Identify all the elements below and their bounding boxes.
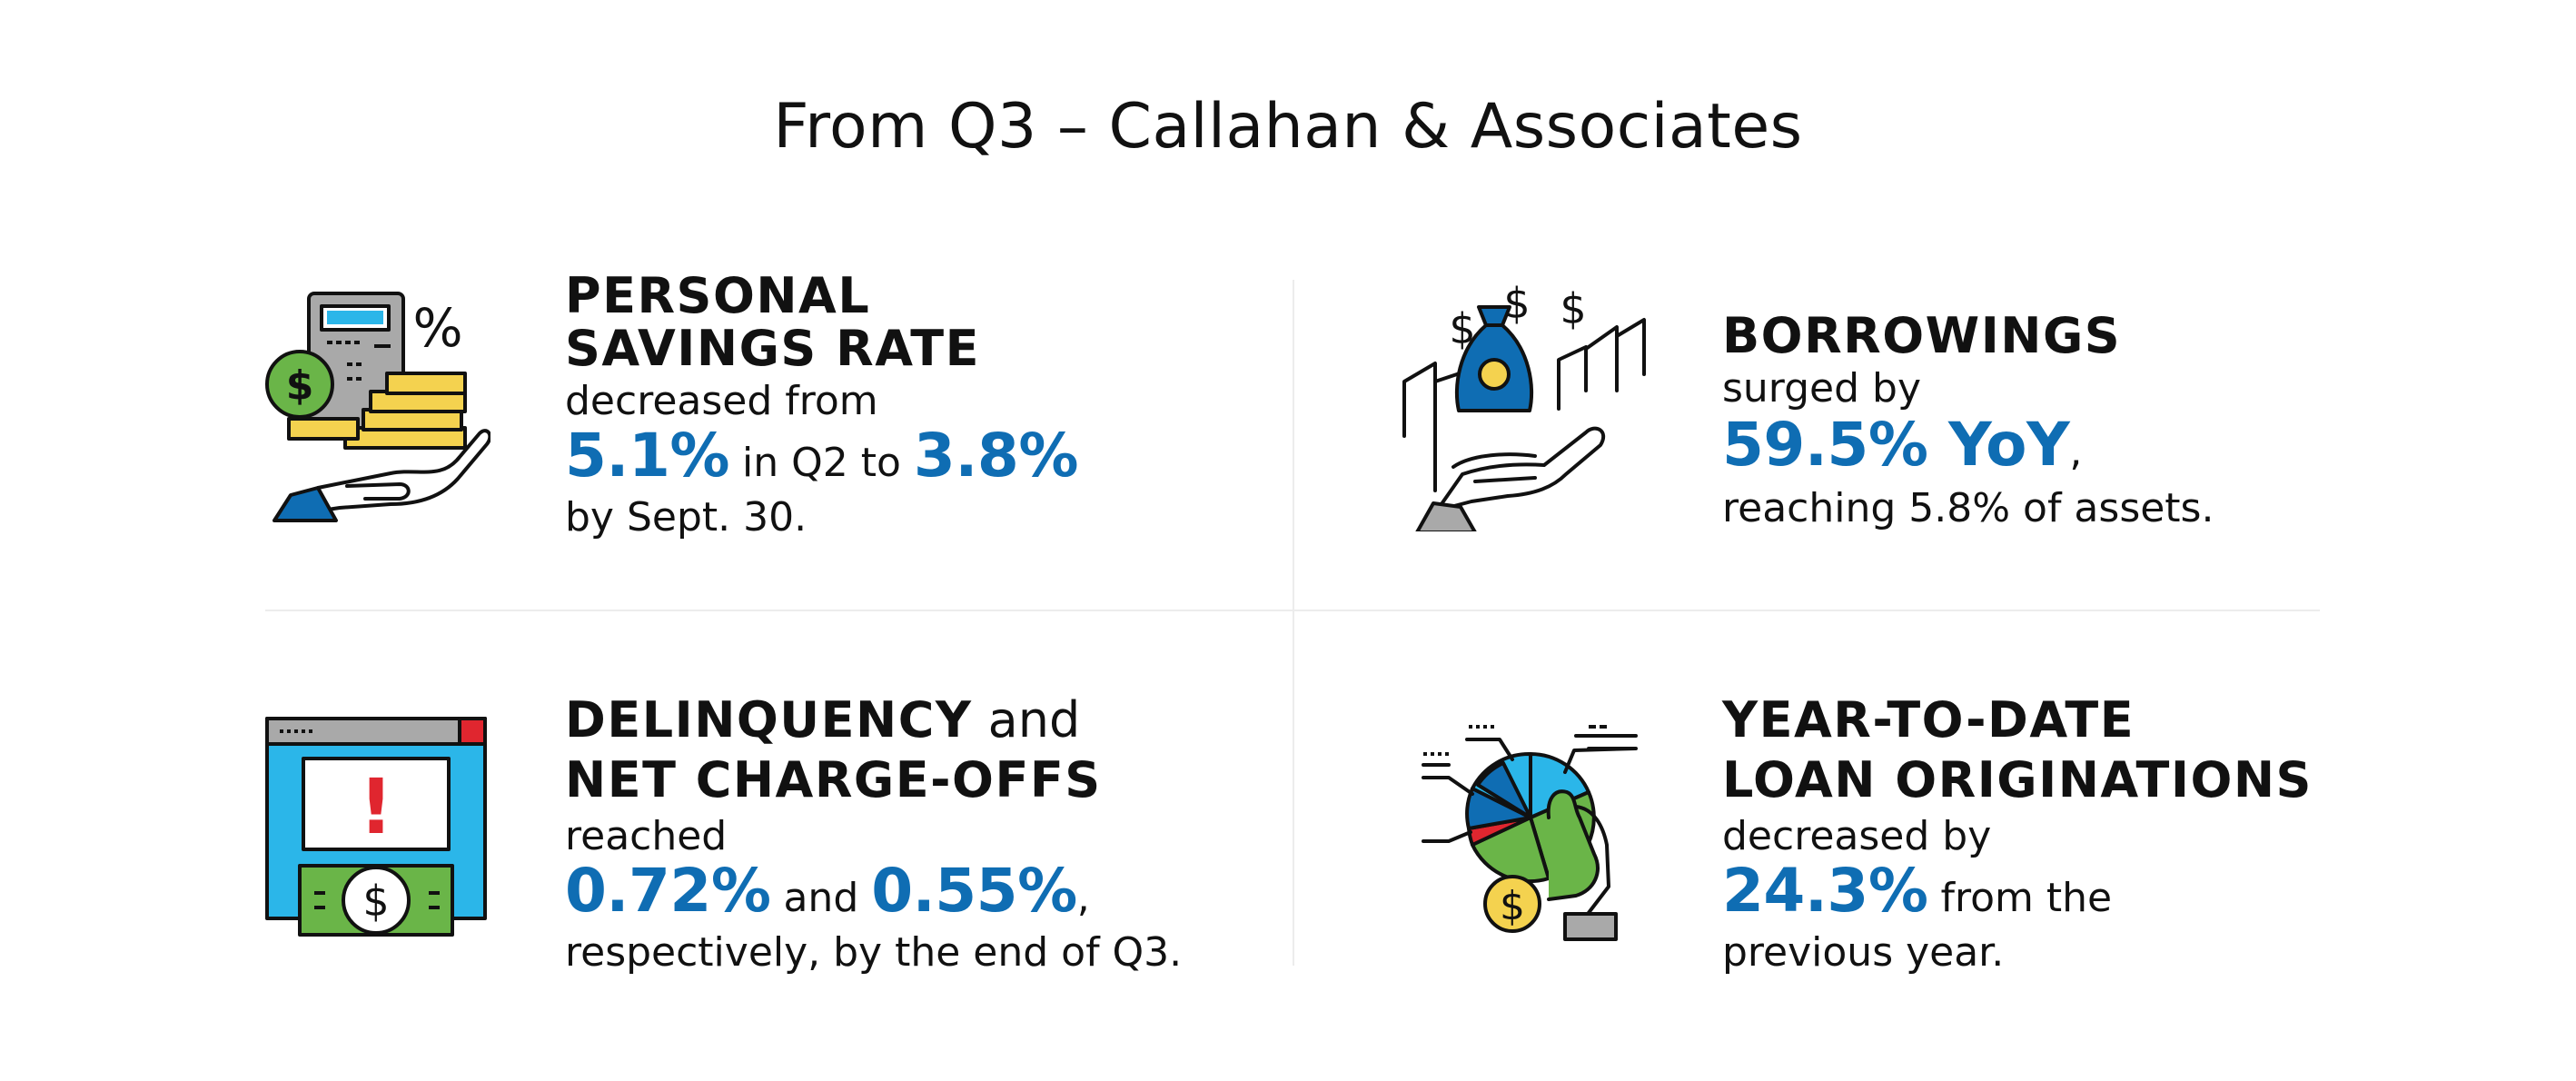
borrowings-value: 59.5% YoY xyxy=(1722,410,2070,480)
money-bag-hand-icon: $ $ $ xyxy=(1402,279,1646,531)
net-charge-offs-value: 0.55% xyxy=(871,856,1077,926)
loans-text-1: decreased by xyxy=(1722,813,1992,859)
loans-value: 24.3% xyxy=(1722,856,1928,926)
loans-text-3: previous year. xyxy=(1722,929,2005,976)
delinquency-heading-bold: DELINQUENCY xyxy=(565,691,973,749)
loans-heading-line2: LOAN ORIGINATIONS xyxy=(1722,751,2313,808)
page-title: From Q3 – Callahan & Associates xyxy=(773,91,1803,163)
savings-value-q3: 3.8% xyxy=(913,421,1079,491)
savings-rate-text: PERSONAL SAVINGS RATE decreased from 5.1… xyxy=(565,270,1078,544)
borrowings-comma: , xyxy=(2069,429,2083,475)
savings-value-q2: 5.1% xyxy=(565,421,730,491)
alert-symbol: ! xyxy=(359,762,393,851)
savings-heading-line2: SAVINGS RATE xyxy=(565,320,981,377)
dollar-symbol-middle: $ xyxy=(1503,279,1530,328)
delinquency-comma: , xyxy=(1076,875,1090,921)
savings-text-3: by Sept. 30. xyxy=(565,494,807,540)
delinquency-heading-and: and xyxy=(972,691,1081,749)
dollar-symbol: $ xyxy=(286,362,314,409)
savings-text-1: decreased from xyxy=(565,378,878,424)
loan-originations-text: YEAR-TO-DATE LOAN ORIGINATIONS decreased… xyxy=(1722,690,2313,979)
delinquency-heading-line2: NET CHARGE-OFFS xyxy=(565,751,1102,808)
horizontal-divider xyxy=(265,610,2320,611)
dollar-symbol: $ xyxy=(1500,883,1525,929)
delinquency-text-1: reached xyxy=(565,813,728,859)
savings-text-2: in Q2 to xyxy=(729,440,914,486)
dollar-symbol-left: $ xyxy=(1449,304,1475,353)
delinquency-text-2: and xyxy=(770,875,872,921)
calculator-coins-hand-icon: $ % xyxy=(265,292,490,522)
dollar-symbol: $ xyxy=(362,877,389,926)
borrowings-text-1: surged by xyxy=(1722,365,1922,412)
delinquency-text: DELINQUENCY and NET CHARGE-OFFS reached … xyxy=(565,690,1182,979)
borrowings-text: BORROWINGS surged by 59.5% YoY, reaching… xyxy=(1722,310,2214,535)
loans-text-2: from the xyxy=(1927,875,2113,921)
percent-symbol: % xyxy=(412,297,462,359)
loans-heading-line1: YEAR-TO-DATE xyxy=(1722,691,2135,749)
delinquency-value: 0.72% xyxy=(565,856,771,926)
dollar-symbol-right: $ xyxy=(1560,284,1586,333)
borrowings-text-2: reaching 5.8% of assets. xyxy=(1722,485,2214,531)
pie-chart-hand-icon: $ xyxy=(1422,725,1638,941)
vertical-divider xyxy=(1293,280,1294,966)
borrowings-heading: BORROWINGS xyxy=(1722,307,2122,364)
savings-heading-line1: PERSONAL xyxy=(565,267,871,324)
delinquency-text-3: respectively, by the end of Q3. xyxy=(565,929,1183,976)
browser-alert-cash-icon: ! $ xyxy=(265,717,487,937)
